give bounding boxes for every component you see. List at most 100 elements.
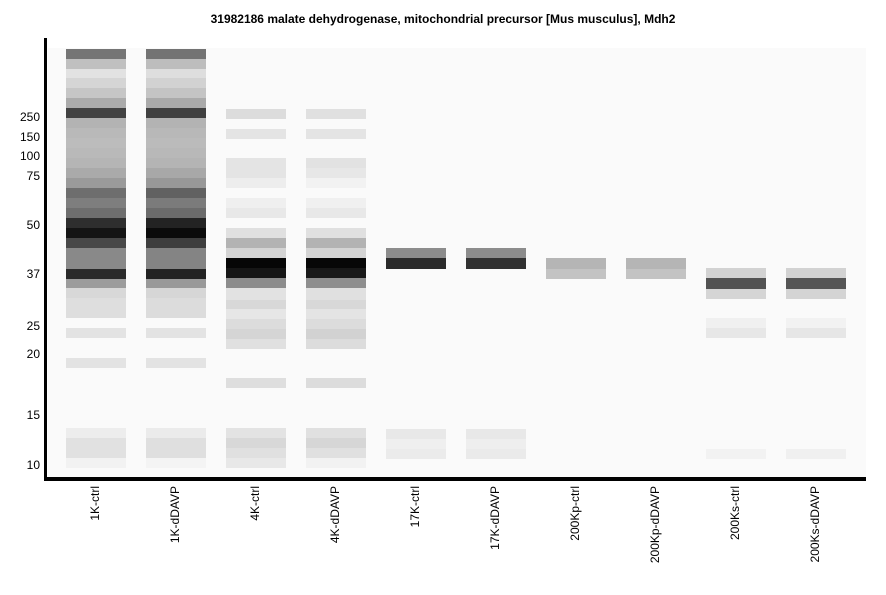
lane-label-1k-ctrl: 1K-ctrl <box>88 486 102 521</box>
gel-band <box>66 148 126 158</box>
gel-band <box>306 288 366 300</box>
gel-band <box>626 258 686 269</box>
gel-band <box>306 258 366 268</box>
gel-band <box>66 428 126 438</box>
gel-band <box>146 438 206 458</box>
gel-band <box>146 458 206 468</box>
y-tick-label-10: 10 <box>26 458 40 472</box>
gel-band <box>786 318 846 328</box>
gel-band <box>146 288 206 298</box>
y-tick-label-20: 20 <box>26 347 40 361</box>
gel-band <box>146 98 206 108</box>
y-tick-label-100: 100 <box>19 149 40 163</box>
y-tick-label-50: 50 <box>26 218 40 232</box>
figure-title: 31982186 malate dehydrogenase, mitochond… <box>210 12 676 26</box>
gel-band <box>66 59 126 69</box>
gel-band <box>226 228 286 238</box>
gel-band <box>706 289 766 299</box>
lane-label-4k-ctrl: 4K-ctrl <box>248 486 262 521</box>
gel-band <box>226 208 286 218</box>
gel-band <box>146 428 206 438</box>
lane-label-200kp-ddavp: 200Kp-dDAVP <box>648 486 662 564</box>
gel-band <box>226 238 286 248</box>
gel-band <box>66 298 126 318</box>
gel-band <box>146 328 206 338</box>
y-tick-label-75: 75 <box>26 169 40 183</box>
gel-band <box>466 258 526 269</box>
gel-band <box>306 378 366 388</box>
lane-label-17k-ddavp: 17K-dDAVP <box>488 486 502 550</box>
y-tick-label-150: 150 <box>19 130 40 144</box>
gel-band <box>66 49 126 59</box>
gel-band <box>306 300 366 309</box>
gel-band <box>66 78 126 88</box>
lane-label-4k-ddavp: 4K-dDAVP <box>328 486 342 544</box>
gel-band <box>226 268 286 278</box>
gel-band <box>786 268 846 278</box>
gel-band <box>66 188 126 198</box>
gel-band <box>306 238 366 248</box>
gel-band <box>466 449 526 459</box>
gel-band <box>306 438 366 448</box>
gel-band <box>226 448 286 458</box>
gel-band <box>546 269 606 279</box>
gel-band <box>226 288 286 300</box>
gel-band <box>146 208 206 218</box>
gel-band <box>66 88 126 98</box>
gel-band <box>146 358 206 368</box>
gel-band <box>386 429 446 439</box>
lane-label-200ks-ctrl: 200Ks-ctrl <box>728 486 742 541</box>
gel-band <box>146 238 206 248</box>
gel-band <box>226 178 286 188</box>
gel-band <box>66 238 126 248</box>
gel-band <box>466 439 526 449</box>
gel-band <box>66 228 126 238</box>
gel-band <box>66 288 126 298</box>
gel-band <box>66 178 126 188</box>
gel-band <box>146 108 206 118</box>
gel-band <box>146 279 206 288</box>
gel-band <box>306 228 366 238</box>
gel-band <box>706 278 766 289</box>
gel-band <box>146 148 206 158</box>
gel-band <box>306 168 366 178</box>
gel-band <box>146 269 206 279</box>
gel-band <box>66 218 126 228</box>
lane-label-1k-ddavp: 1K-dDAVP <box>168 486 182 544</box>
gel-band <box>146 248 206 269</box>
gel-band <box>146 198 206 208</box>
gel-band <box>306 428 366 438</box>
gel-band <box>146 158 206 168</box>
gel-band <box>146 168 206 178</box>
gel-band <box>146 298 206 318</box>
gel-band <box>146 228 206 238</box>
gel-band <box>66 118 126 128</box>
gel-band <box>146 218 206 228</box>
gel-band <box>306 339 366 349</box>
gel-band <box>226 378 286 388</box>
x-axis-line <box>44 477 866 481</box>
gel-band <box>786 328 846 338</box>
gel-band <box>66 138 126 148</box>
y-tick-label-250: 250 <box>19 110 40 124</box>
gel-band <box>306 329 366 339</box>
lane-label-17k-ctrl: 17K-ctrl <box>408 486 422 528</box>
gel-band <box>66 438 126 458</box>
gel-band <box>226 300 286 309</box>
gel-band <box>66 248 126 269</box>
gel-band <box>306 129 366 139</box>
y-tick-label-15: 15 <box>26 408 40 422</box>
y-tick-label-37: 37 <box>26 267 40 281</box>
gel-band <box>466 248 526 258</box>
gel-band <box>66 358 126 368</box>
gel-band <box>146 188 206 198</box>
gel-band <box>306 248 366 258</box>
gel-band <box>226 248 286 258</box>
gel-band <box>386 248 446 258</box>
gel-band <box>66 198 126 208</box>
gel-band <box>226 428 286 438</box>
gel-band <box>226 109 286 119</box>
gel-band <box>306 208 366 218</box>
gel-band <box>226 438 286 448</box>
